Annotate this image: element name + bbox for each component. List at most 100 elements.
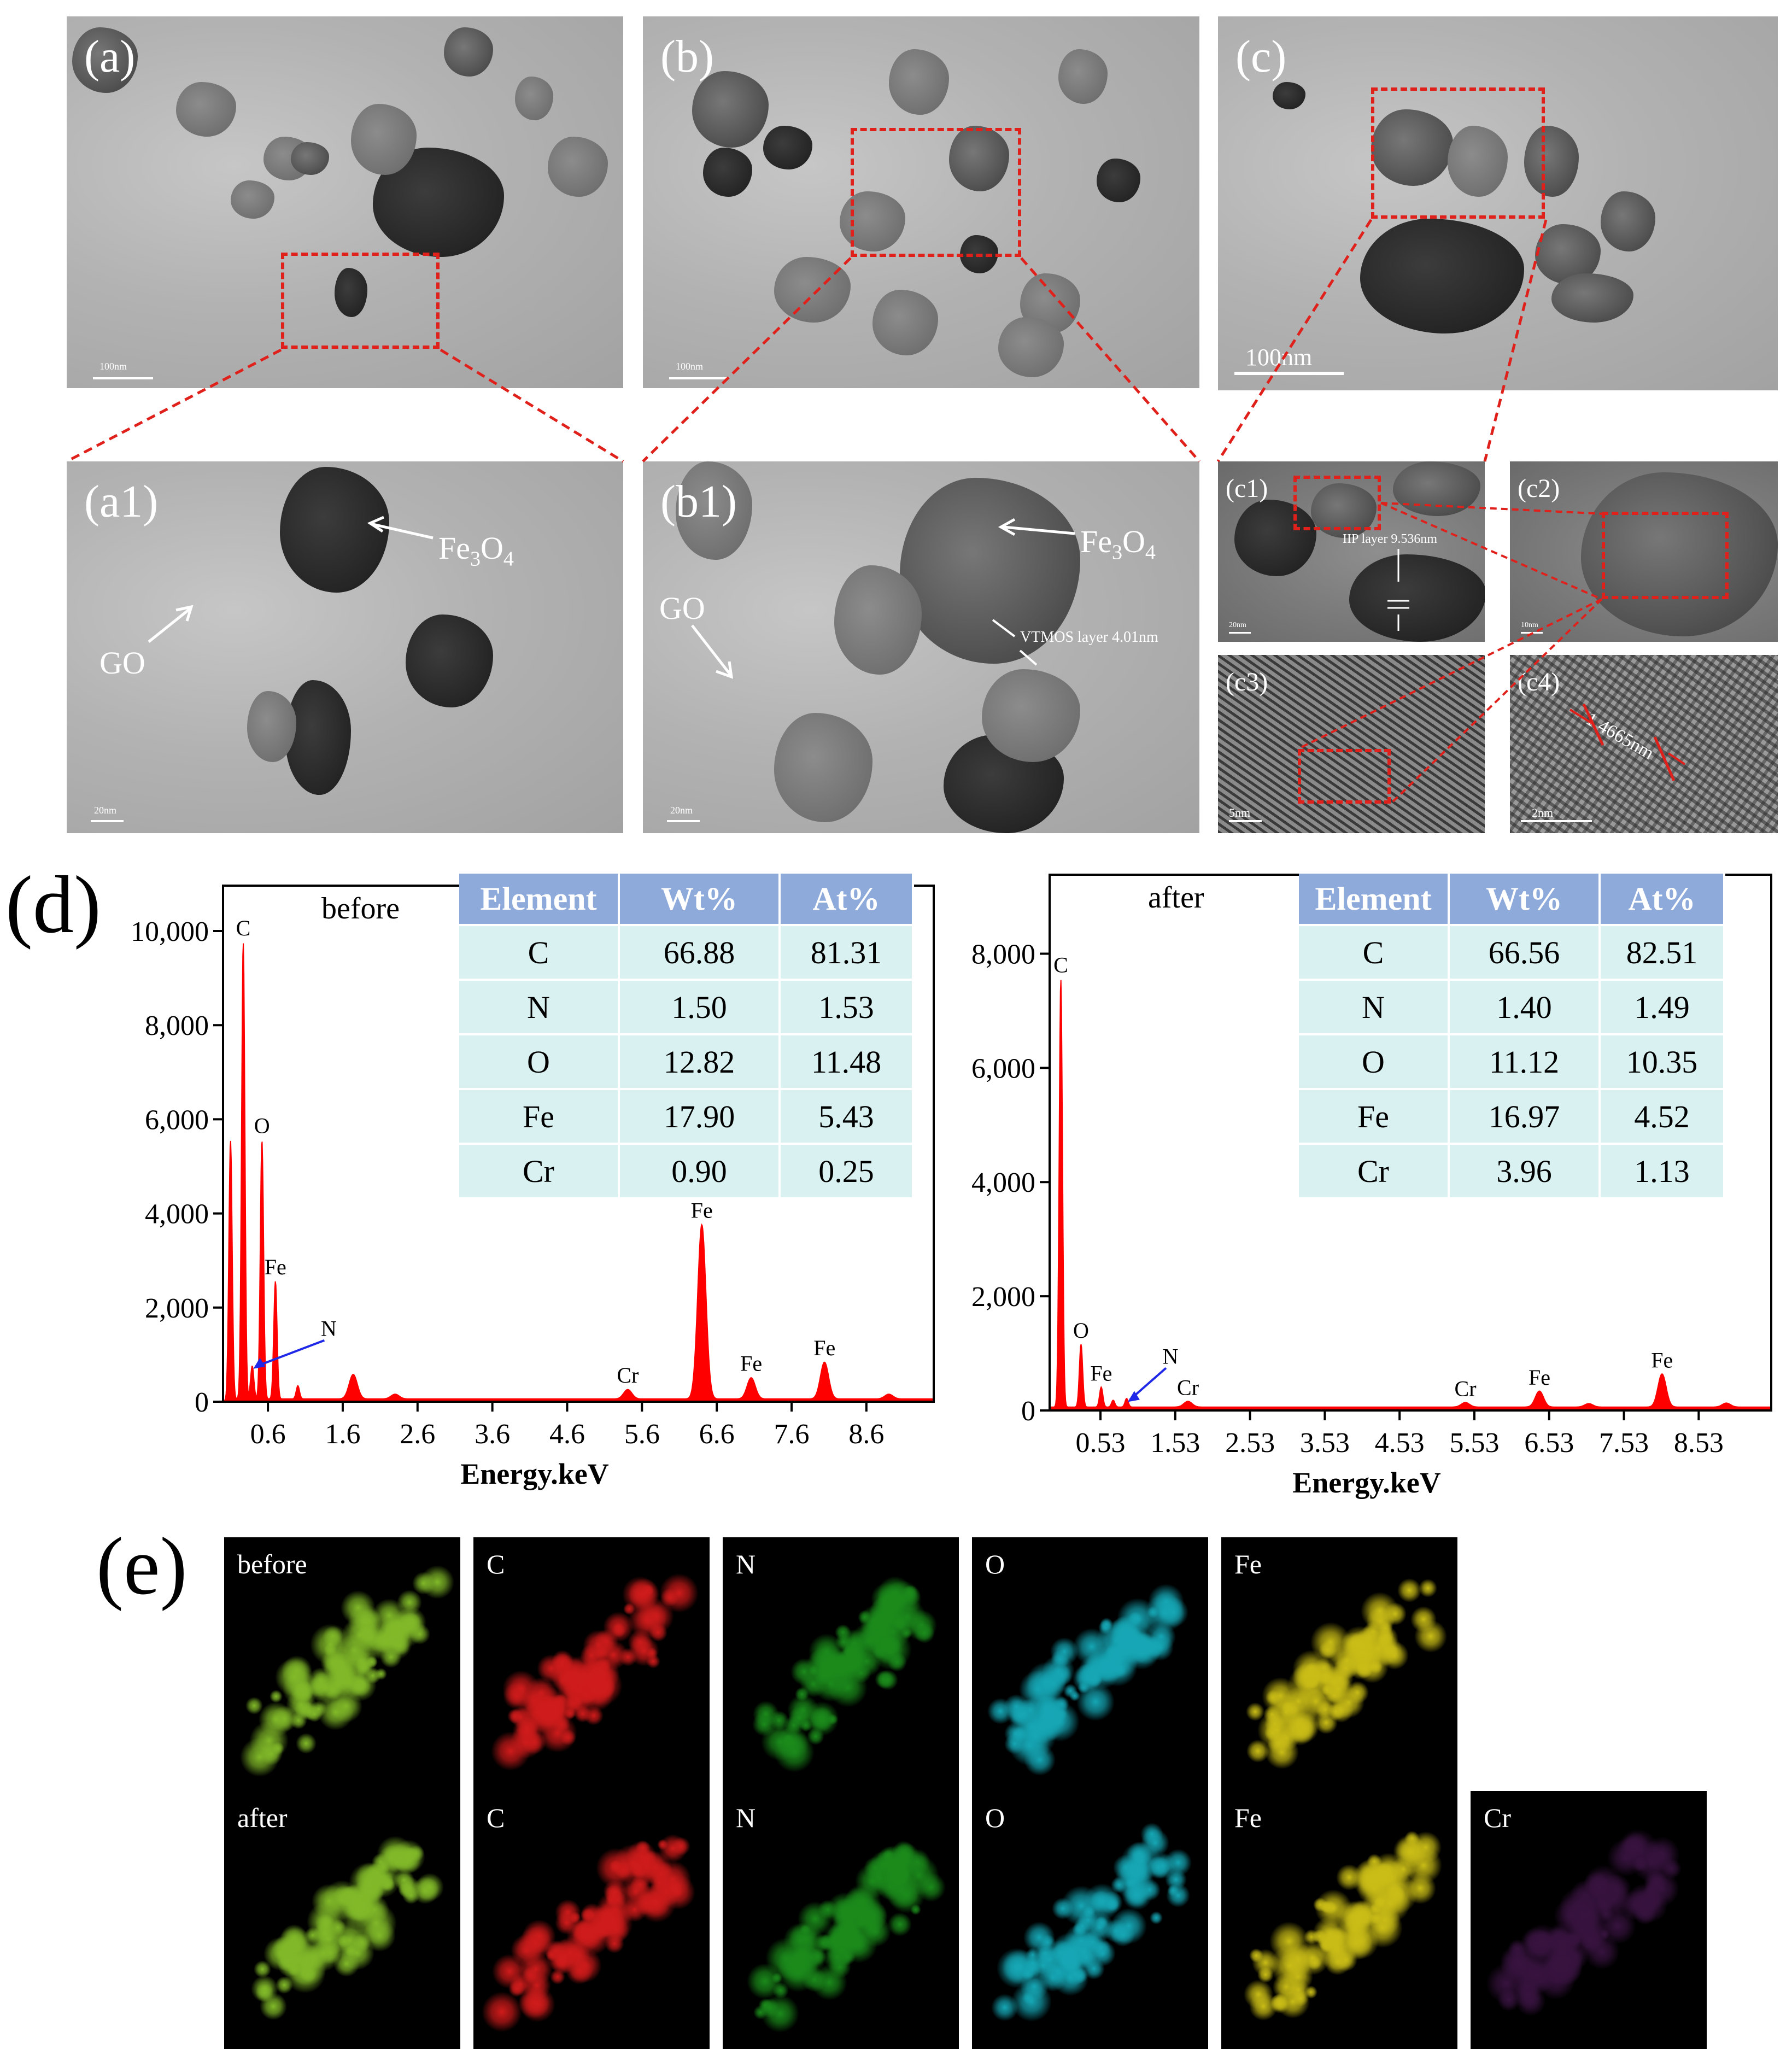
- x-tick-label: 4.53: [1375, 1427, 1425, 1459]
- y-tick-label: 0: [1021, 1396, 1035, 1427]
- go-label-a1: GO: [99, 645, 145, 681]
- table-row: O 11.12 10.35: [1299, 1033, 1725, 1089]
- table-cell: 4.52: [1600, 1088, 1725, 1144]
- peak-label: C: [236, 916, 251, 940]
- scale-bar-a: [93, 377, 153, 379]
- element-map-n: N: [723, 1791, 959, 2049]
- zoom-box-b: [851, 128, 1021, 257]
- panel-label-a: (a): [84, 31, 136, 82]
- table-row: Fe 17.90 5.43: [459, 1088, 914, 1144]
- signal-cloud: [723, 1537, 959, 1795]
- table-cell: Cr: [459, 1143, 620, 1197]
- x-axis-title: Energy.keV: [460, 1457, 609, 1490]
- scale-bar-c1: [1229, 632, 1251, 634]
- x-tick-label: 7.53: [1599, 1427, 1649, 1459]
- tem-panel-a: (a) 100nm: [67, 16, 623, 388]
- zoom-box-c2: [1602, 512, 1729, 599]
- panel-label-d: (d): [5, 859, 101, 950]
- scale-text-c4: 2nm: [1532, 806, 1554, 819]
- table-row: Cr 0.90 0.25: [459, 1143, 914, 1197]
- table-cell: 0.25: [780, 1143, 914, 1197]
- x-tick-label: 1.6: [325, 1419, 360, 1450]
- chart-note: after: [1148, 881, 1204, 915]
- table-header: At%: [1600, 874, 1725, 925]
- x-tick-label: 0.53: [1076, 1427, 1126, 1459]
- map-label: O: [985, 1549, 1005, 1579]
- x-tick-label: 5.6: [624, 1419, 660, 1450]
- tem-panel-c1: (c1) IIP layer 9.536nm 20nm: [1218, 461, 1485, 642]
- tem-panel-b1: (b1) Fe3O4 GO VTMOS layer 4.01nm 20nm: [643, 461, 1199, 833]
- table-header: Wt%: [619, 874, 781, 925]
- signal-cloud: [1471, 1791, 1707, 2049]
- signal-cloud: [972, 1537, 1208, 1795]
- table-row: Fe 16.97 4.52: [1299, 1088, 1725, 1144]
- arrows-a1: [148, 516, 434, 643]
- map-label: O: [985, 1802, 1005, 1833]
- zoom-box-c3: [1298, 749, 1391, 804]
- table-cell: N: [459, 979, 620, 1034]
- panel-label-e: (e): [96, 1521, 188, 1612]
- n-pointer-head: [1127, 1391, 1140, 1402]
- tem-panel-c4: (c4) 1.4665nm 2nm: [1510, 655, 1778, 833]
- n-pointer-head: [253, 1357, 266, 1369]
- panel-label-b1: (b1): [660, 476, 737, 527]
- map-label: N: [736, 1802, 756, 1833]
- peak-label: N: [321, 1316, 337, 1341]
- signal-cloud: [972, 1791, 1208, 2049]
- signal-cloud: [224, 1791, 460, 2049]
- scale-bar-b1: [667, 820, 700, 822]
- map-label: Fe: [1234, 1802, 1262, 1833]
- peak-label: Fe: [691, 1198, 713, 1222]
- panel-label-a1: (a1): [84, 476, 159, 527]
- y-tick-label: 4,000: [971, 1167, 1035, 1198]
- y-tick-label: 8,000: [971, 939, 1035, 970]
- peak-label: O: [1073, 1318, 1089, 1343]
- peak-label: N: [1162, 1344, 1178, 1368]
- scale-text-c3: 5nm: [1229, 806, 1251, 819]
- scale-text-a: 100nm: [99, 361, 127, 372]
- scale-bar-c: [1234, 372, 1344, 375]
- table-cell: 1.40: [1449, 979, 1601, 1034]
- go-label-b1: GO: [659, 590, 705, 626]
- peak-label: Fe: [1651, 1348, 1673, 1372]
- table-cell: 11.12: [1449, 1033, 1601, 1089]
- table-row: N 1.40 1.49: [1299, 979, 1725, 1034]
- x-tick-label: 5.53: [1449, 1427, 1499, 1459]
- panel-label-c1: (c1): [1226, 474, 1268, 503]
- signal-cloud: [1221, 1537, 1457, 1795]
- table-cell: Cr: [1299, 1143, 1450, 1197]
- table-row: O 12.82 11.48: [459, 1033, 914, 1089]
- peak-label: Cr: [1177, 1375, 1199, 1400]
- table-cell: C: [459, 924, 620, 980]
- scale-bar-b: [669, 377, 729, 379]
- x-tick-label: 8.53: [1674, 1427, 1724, 1459]
- element-map-n: N: [723, 1537, 959, 1795]
- spectrum-area: [1049, 980, 1772, 1411]
- scale-text-b1: 20nm: [670, 805, 693, 816]
- map-label: N: [736, 1549, 756, 1579]
- scale-text-a1: 20nm: [94, 805, 117, 816]
- arrows-c1: [1387, 549, 1409, 631]
- map-label: before: [237, 1549, 307, 1579]
- zoom-box-c1: [1293, 476, 1381, 530]
- table-cell: O: [1299, 1033, 1450, 1089]
- map-label: C: [487, 1802, 505, 1833]
- table-row: Cr 3.96 1.13: [1299, 1143, 1725, 1197]
- signal-cloud: [723, 1791, 959, 2049]
- tem-panel-a1: (a1) Fe3O4 GO 20nm: [67, 461, 623, 833]
- panel-label-c2: (c2): [1518, 474, 1560, 503]
- fe3o4-label-b1: Fe3O4: [1080, 524, 1156, 564]
- eds-table-after: Element Wt% At% C 66.56 82.51 N 1.40 1.49 O 11.…: [1299, 874, 1725, 1197]
- y-tick-label: 10,000: [131, 916, 209, 947]
- element-map-o: O: [972, 1537, 1208, 1795]
- scale-text-b: 100nm: [676, 361, 704, 372]
- scale-bar-c3: [1229, 820, 1262, 822]
- panel-label-c: (c): [1235, 31, 1287, 82]
- table-cell: 1.50: [619, 979, 781, 1034]
- map-label: after: [237, 1802, 288, 1833]
- scale-bar-c4: [1521, 820, 1592, 822]
- element-map-after: after: [224, 1791, 460, 2049]
- element-map-fe: Fe: [1221, 1791, 1457, 2049]
- tem-panel-c3: (c3) 5nm: [1218, 655, 1485, 833]
- x-tick-label: 0.6: [250, 1419, 286, 1450]
